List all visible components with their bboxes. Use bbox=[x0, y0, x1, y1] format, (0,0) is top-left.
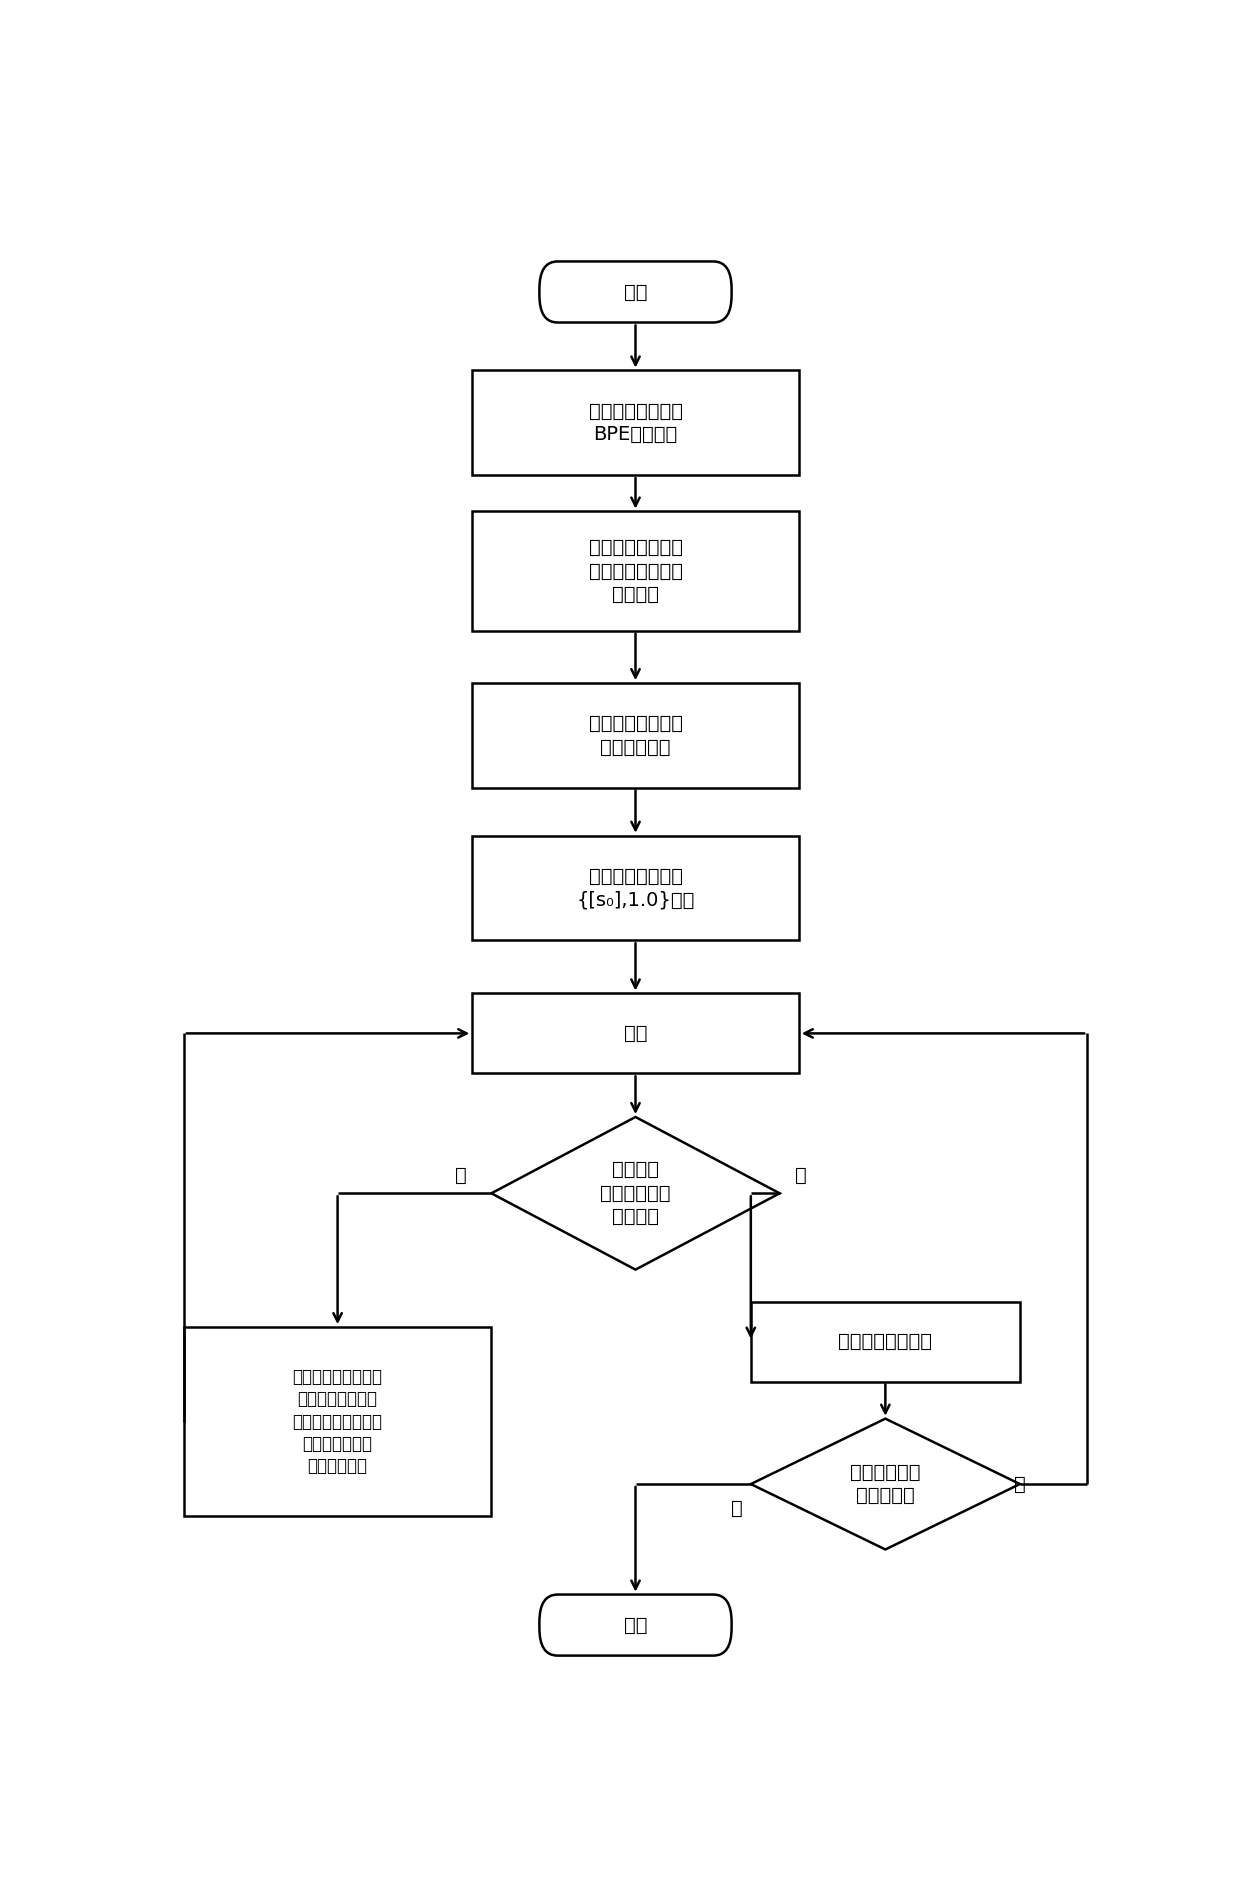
Text: 开始: 开始 bbox=[624, 283, 647, 302]
Text: 每一个分词后的密
码加入起始片段和
结束片段: 每一个分词后的密 码加入起始片段和 结束片段 bbox=[589, 538, 682, 604]
Text: 最后一个
密码片段是否
为结束符: 最后一个 密码片段是否 为结束符 bbox=[600, 1161, 671, 1227]
Text: 将该片段在密码中的
所有下一个片段入
队，概率为先前的概
率乘以下一个片
段的条件概率: 将该片段在密码中的 所有下一个片段入 队，概率为先前的概 率乘以下一个片 段的条… bbox=[293, 1369, 383, 1475]
Text: 出队: 出队 bbox=[624, 1023, 647, 1042]
Text: 结束: 结束 bbox=[624, 1616, 647, 1635]
FancyBboxPatch shape bbox=[539, 261, 732, 323]
Bar bbox=[472, 683, 799, 787]
Text: 生成一个密码猜测: 生成一个密码猜测 bbox=[838, 1333, 932, 1352]
Bar bbox=[472, 836, 799, 940]
Bar bbox=[184, 1327, 491, 1516]
Bar bbox=[472, 512, 799, 631]
Text: 否: 否 bbox=[1014, 1475, 1025, 1493]
Bar bbox=[472, 370, 799, 476]
Text: 是: 是 bbox=[795, 1167, 807, 1186]
FancyBboxPatch shape bbox=[539, 1595, 732, 1656]
Text: 构建优先队列，将
{[s₀],1.0}入队: 构建优先队列，将 {[s₀],1.0}入队 bbox=[577, 867, 694, 910]
Text: 否: 否 bbox=[455, 1167, 466, 1186]
Text: 是: 是 bbox=[732, 1499, 743, 1518]
Text: 猜测个数是否
等于预定值: 猜测个数是否 等于预定值 bbox=[851, 1463, 920, 1505]
Polygon shape bbox=[491, 1118, 780, 1269]
Text: 统计密码片段的概
率和条件概率: 统计密码片段的概 率和条件概率 bbox=[589, 714, 682, 757]
Text: 对训练集密码进行
BPE迭代分词: 对训练集密码进行 BPE迭代分词 bbox=[589, 402, 682, 444]
Bar bbox=[751, 1301, 1021, 1382]
Bar bbox=[472, 993, 799, 1074]
Polygon shape bbox=[751, 1418, 1019, 1550]
